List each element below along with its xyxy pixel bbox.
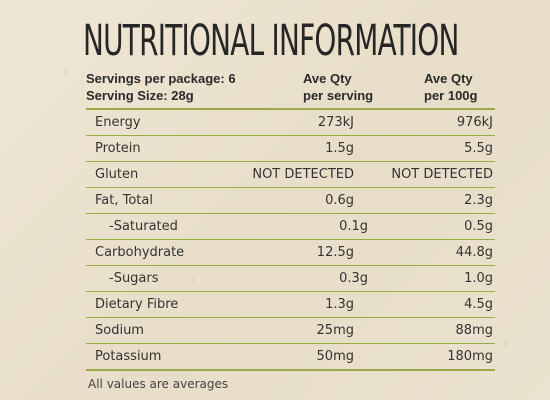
row-per-100g: 4.5g bbox=[464, 297, 493, 312]
table-row-potassium: Potassium 50mg 180mg bbox=[86, 344, 495, 371]
row-per-100g: 0.5g bbox=[464, 219, 493, 234]
column-header-per-serving-line2: per serving bbox=[303, 88, 374, 103]
row-per-serving: 0.3g bbox=[339, 271, 368, 286]
row-per-serving: 12.5g bbox=[316, 245, 354, 260]
serving-size: Serving Size: 28g bbox=[86, 88, 194, 103]
row-per-100g: NOT DETECTED bbox=[391, 167, 493, 182]
row-label: -Sugars bbox=[109, 271, 159, 286]
row-per-serving: 50mg bbox=[316, 349, 354, 364]
servings-per-package: Servings per package: 6 bbox=[86, 71, 236, 86]
row-per-serving: 1.3g bbox=[325, 297, 354, 312]
footnote: All values are averages bbox=[88, 377, 229, 391]
row-per-serving: 1.5g bbox=[325, 141, 354, 156]
row-per-100g: 2.3g bbox=[464, 193, 493, 208]
table-row-saturated: -Saturated 0.1g 0.5g bbox=[86, 214, 495, 240]
table-row-gluten: Gluten NOT DETECTED NOT DETECTED bbox=[86, 162, 495, 188]
row-per-100g: 1.0g bbox=[464, 271, 493, 286]
column-header-per-100g-line2: per 100g bbox=[424, 88, 478, 103]
column-header-per-100g-line1: Ave Qty bbox=[424, 71, 473, 86]
row-per-100g: 44.8g bbox=[455, 245, 493, 260]
row-label: Fat, Total bbox=[95, 193, 153, 208]
row-per-100g: 5.5g bbox=[464, 141, 493, 156]
table-row-carbohydrate: Carbohydrate 12.5g 44.8g bbox=[86, 240, 495, 266]
column-header-per-serving: Ave Qty per serving bbox=[303, 70, 373, 104]
row-per-serving: 273kJ bbox=[317, 115, 354, 130]
row-per-serving: 25mg bbox=[316, 323, 354, 338]
row-per-100g: 180mg bbox=[447, 349, 493, 364]
row-label: Energy bbox=[95, 115, 141, 130]
row-label: Protein bbox=[95, 141, 141, 156]
nutrition-table: Energy 273kJ 976kJ Protein 1.5g 5.5g Glu… bbox=[86, 108, 495, 371]
servings-info: Servings per package: 6 Serving Size: 28… bbox=[86, 70, 236, 104]
column-header-per-serving-line1: Ave Qty bbox=[303, 71, 352, 86]
row-label: Sodium bbox=[95, 323, 144, 338]
row-label: Dietary Fibre bbox=[95, 297, 179, 312]
row-label: Gluten bbox=[95, 167, 139, 182]
table-row-energy: Energy 273kJ 976kJ bbox=[86, 110, 495, 136]
table-row-sodium: Sodium 25mg 88mg bbox=[86, 318, 495, 344]
row-per-100g: 976kJ bbox=[456, 115, 493, 130]
row-label: Potassium bbox=[95, 349, 162, 364]
column-header-per-100g: Ave Qty per 100g bbox=[424, 70, 477, 104]
table-row-fat-total: Fat, Total 0.6g 2.3g bbox=[86, 188, 495, 214]
table-row-sugars: -Sugars 0.3g 1.0g bbox=[86, 266, 495, 292]
row-label: Carbohydrate bbox=[95, 245, 185, 260]
table-row-protein: Protein 1.5g 5.5g bbox=[86, 136, 495, 162]
row-label: -Saturated bbox=[109, 219, 178, 234]
page-title: NUTRITIONAL INFORMATION bbox=[83, 16, 459, 66]
row-per-serving: NOT DETECTED bbox=[252, 167, 354, 182]
row-per-100g: 88mg bbox=[455, 323, 493, 338]
row-per-serving: 0.1g bbox=[339, 219, 368, 234]
row-per-serving: 0.6g bbox=[325, 193, 354, 208]
table-row-dietary-fibre: Dietary Fibre 1.3g 4.5g bbox=[86, 292, 495, 318]
